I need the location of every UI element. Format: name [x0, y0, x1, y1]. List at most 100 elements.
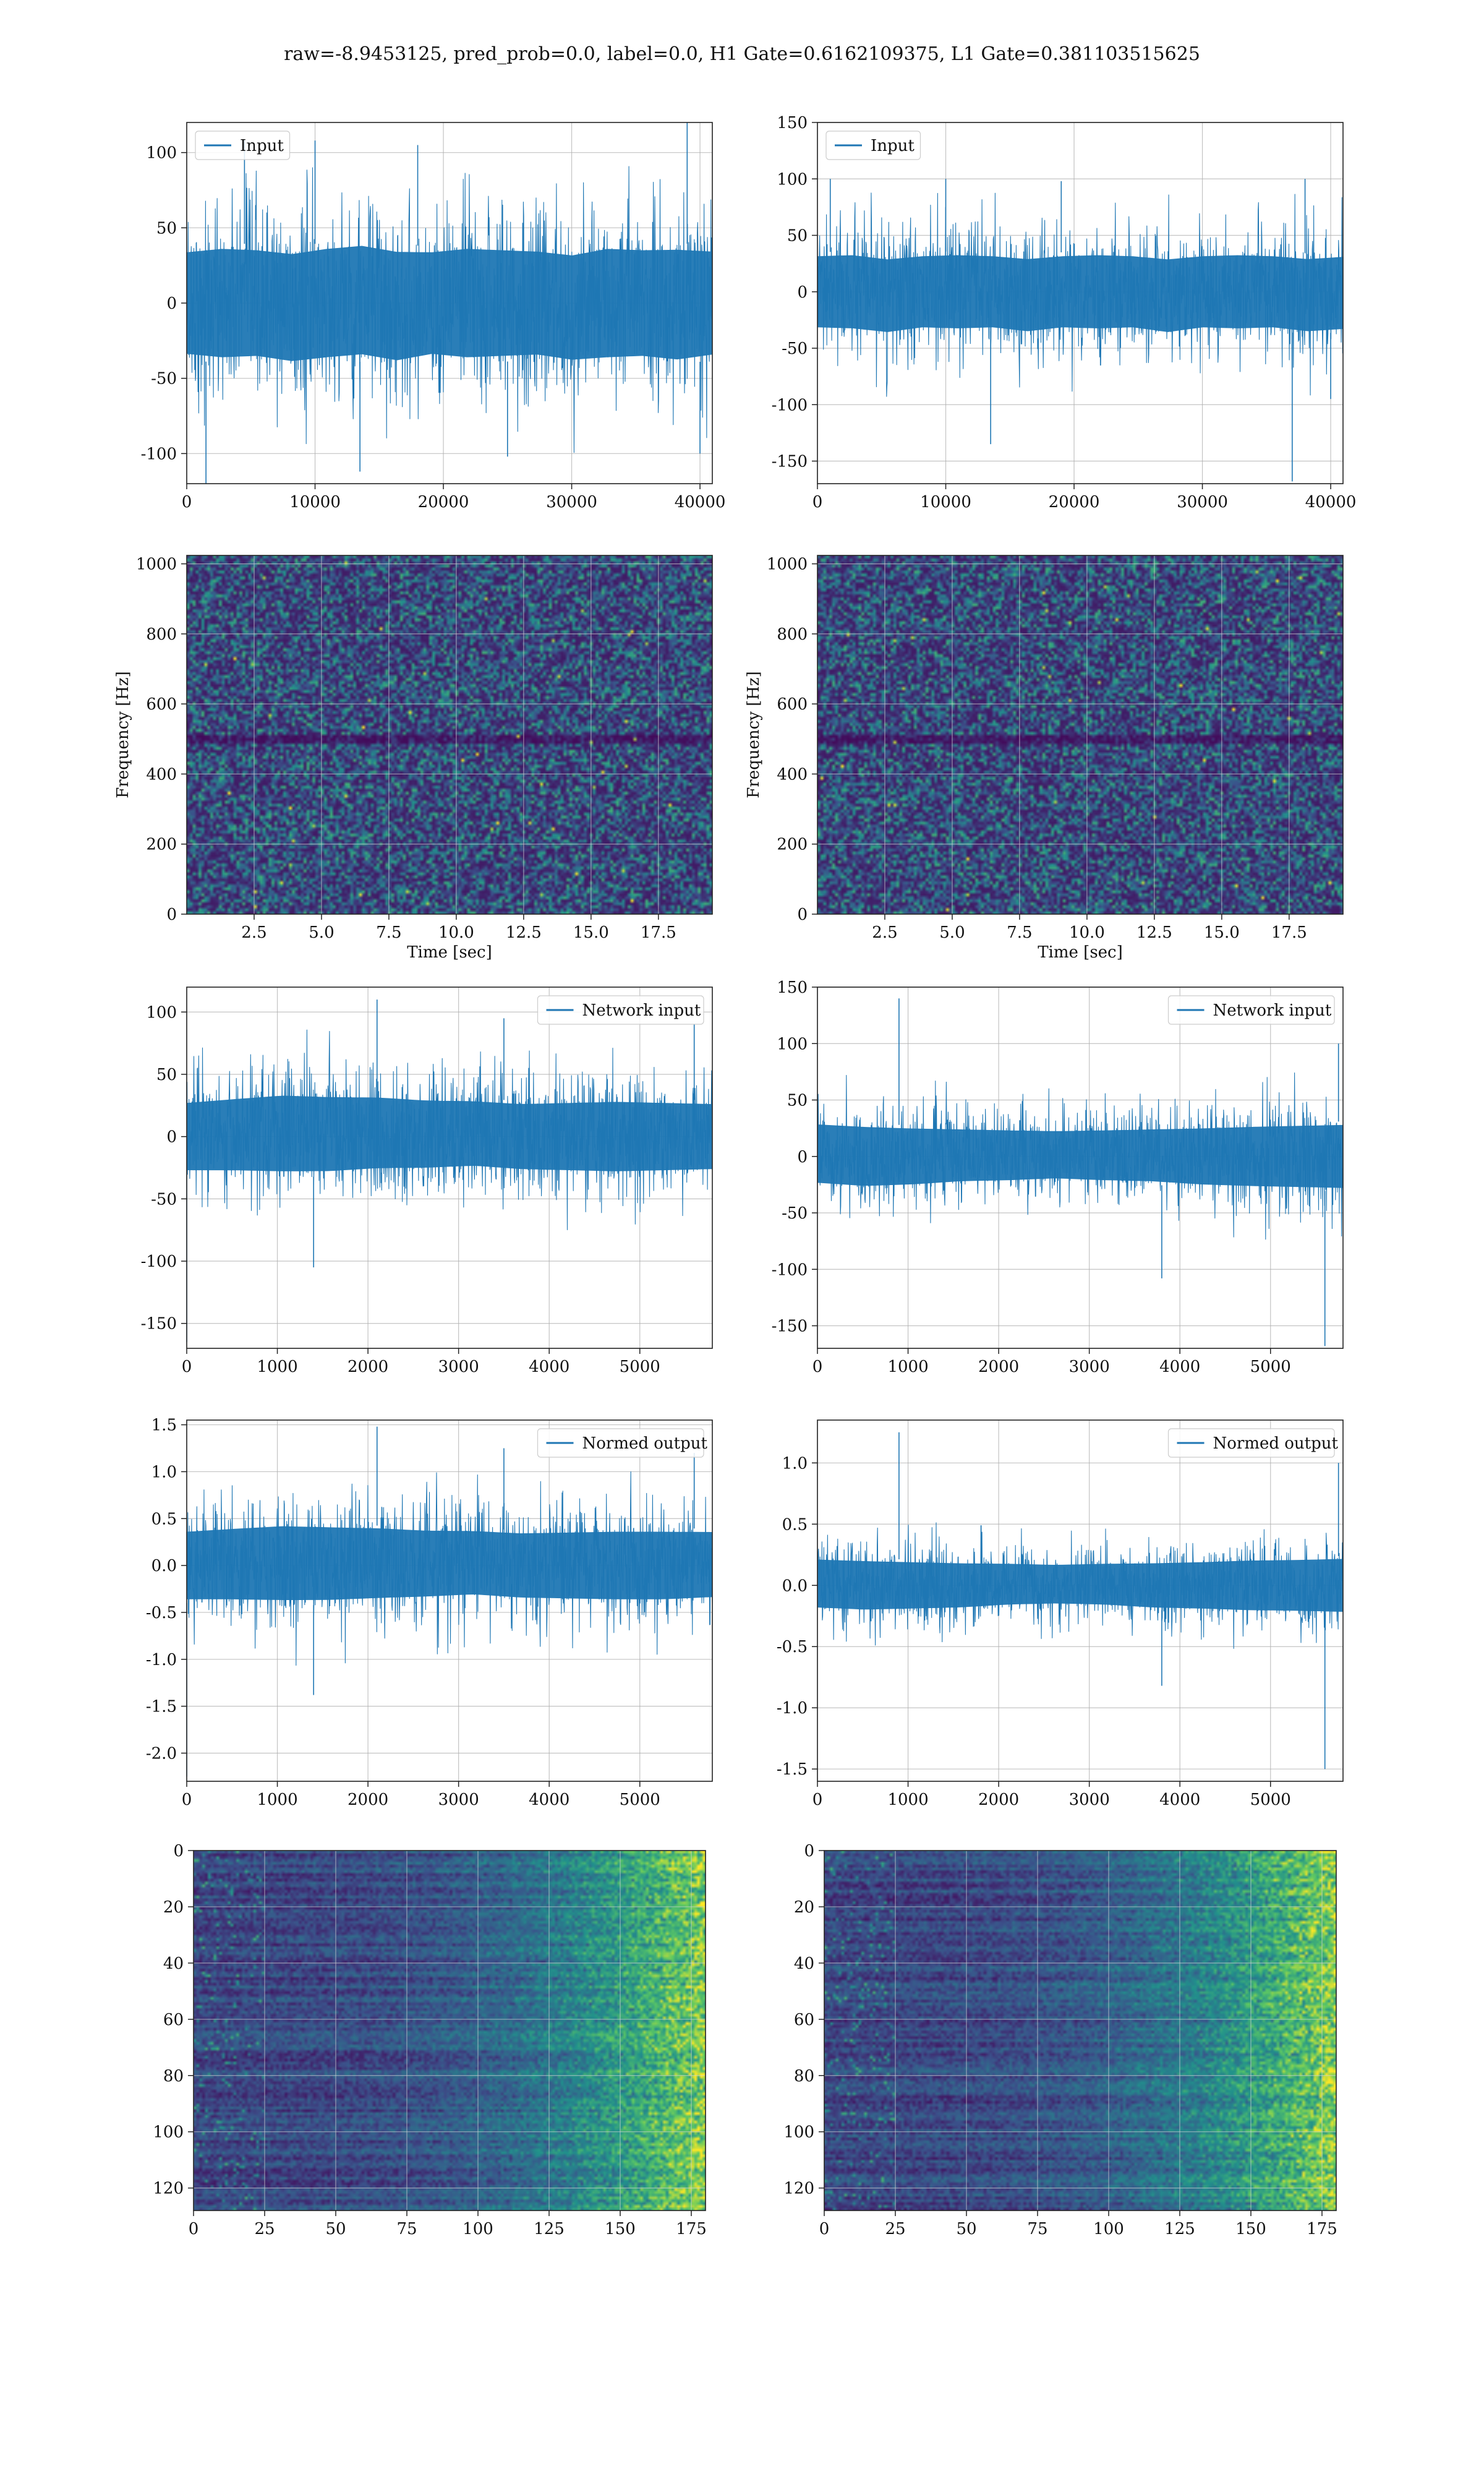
series-core: [187, 1526, 712, 1600]
y-tick-label: 1.0: [151, 1463, 177, 1481]
y-tick-label: 40: [163, 1954, 184, 1973]
y-tick-label: -100: [772, 1261, 808, 1279]
y-tick-label: -50: [782, 1204, 808, 1223]
y-tick-label: -1.0: [777, 1699, 808, 1718]
x-tick-label: 10.0: [1069, 923, 1105, 942]
y-tick-label: 0.5: [151, 1510, 177, 1528]
y-tick-label: 0: [166, 294, 177, 313]
chart-spec-h1: 2.5 5.0 7.5 10.0 12.5 15.0 17.5 0 200 400 600 800 10…: [114, 555, 713, 962]
legend: Normed output: [537, 1428, 708, 1458]
series-out-l1: [817, 1432, 1343, 1770]
x-tick-label: 3000: [1069, 1791, 1110, 1809]
x-tick-label: 1000: [257, 1791, 297, 1809]
legend-box: [537, 1428, 704, 1458]
heatmap-image: [194, 1851, 706, 2211]
legend-box: [537, 995, 704, 1025]
x-tick-label: 150: [605, 2220, 636, 2238]
x-tick-label: 40000: [1305, 493, 1357, 511]
y-tick-label: 400: [777, 765, 808, 784]
series-net-l1: [817, 998, 1343, 1346]
x-tick-label: 2000: [348, 1358, 388, 1376]
x-tick-label: 4000: [529, 1791, 569, 1809]
x-tick-label: 0: [819, 2220, 830, 2238]
x-tick-label: 2000: [348, 1791, 388, 1809]
y-tick-label: 600: [146, 695, 177, 714]
x-tick-label: 2.5: [241, 923, 267, 942]
x-tick-label: 15.0: [573, 923, 609, 942]
y-tick-label: -50: [151, 370, 177, 388]
x-tick-label: 0: [182, 1791, 192, 1809]
plot-frame: [186, 122, 713, 484]
y-tick-label: 80: [163, 2067, 184, 2086]
x-tick-label: 5000: [620, 1358, 660, 1376]
x-tick-label: 0: [812, 1791, 823, 1809]
y-tick-label: 50: [787, 1092, 808, 1110]
series-core: [817, 1559, 1343, 1612]
y-tick-label: 200: [777, 836, 808, 854]
x-tick-label: 40000: [675, 493, 726, 511]
x-tick-label: 7.5: [1007, 923, 1032, 942]
x-tick-label: 0: [189, 2220, 199, 2238]
heatmap-image: [824, 1851, 1336, 2211]
x-tick-label: 30000: [546, 493, 597, 511]
y-tick-label: 150: [777, 978, 808, 997]
y-tick-label: 120: [153, 2180, 184, 2198]
legend-box: [195, 131, 291, 160]
y-tick-label: 0: [804, 1842, 814, 1860]
legend-box: [1167, 995, 1335, 1025]
plot-frame: [193, 1850, 706, 2211]
series-net-h1: [187, 999, 712, 1342]
x-tick-label: 3000: [438, 1791, 479, 1809]
legend-label: Normed output: [1213, 1434, 1339, 1453]
y-tick-label: -100: [141, 1252, 177, 1271]
y-tick-label: -50: [151, 1190, 177, 1209]
x-tick-label: 5.0: [309, 923, 334, 942]
chart-net-l1: 0 1000 2000 3000 4000 5000 -150 -100 -50 0 50 100 15…: [772, 978, 1344, 1376]
y-tick-label: 0: [166, 905, 177, 924]
plot-frame: [817, 987, 1344, 1349]
series-input-l1: [817, 179, 1343, 482]
y-tick-label: 0.5: [782, 1515, 808, 1534]
figure-title: raw=-8.9453125, pred_prob=0.0, label=0.0…: [284, 43, 1200, 65]
x-tick-label: 1000: [257, 1358, 297, 1376]
y-tick-label: 40: [794, 1954, 814, 1973]
legend-label: Network input: [582, 1001, 701, 1020]
heatmap-image: [817, 555, 1343, 914]
x-tick-label: 75: [396, 2220, 417, 2238]
legend-box: [825, 131, 921, 160]
y-tick-label: -0.5: [146, 1604, 177, 1622]
y-tick-label: -2.0: [146, 1744, 177, 1763]
x-tick-label: 2.5: [872, 923, 897, 942]
series-core: [817, 255, 1343, 332]
y-tick-label: -50: [782, 340, 808, 358]
x-tick-label: 0: [182, 493, 192, 511]
plot-frame: [186, 987, 713, 1349]
x-tick-label: 175: [676, 2220, 707, 2238]
x-tick-label: 12.5: [1136, 923, 1172, 942]
y-tick-label: 0: [166, 1128, 177, 1147]
chart-out-h1: 0 1000 2000 3000 4000 5000 -2.0 -1.5 -1.0 -0.5 0.0…: [146, 1416, 713, 1809]
legend-label: Normed output: [582, 1434, 708, 1453]
chart-feat-l1: 0 25 50 75 100 125 150 175 0 20 40 60 80 100 120: [783, 1842, 1337, 2238]
y-tick-label: 100: [146, 144, 177, 163]
x-tick-label: 10000: [289, 493, 341, 511]
x-tick-label: 1000: [887, 1791, 928, 1809]
y-tick-label: -150: [772, 453, 808, 471]
y-tick-label: 50: [156, 219, 177, 238]
series-core: [817, 1124, 1343, 1188]
y-tick-label: 0.0: [782, 1577, 808, 1595]
y-tick-label: 800: [777, 625, 808, 644]
y-tick-label: 50: [156, 1066, 177, 1084]
chart-net-h1: 0 1000 2000 3000 4000 5000 -150 -100 -50 0 50 100 Ne…: [141, 987, 713, 1376]
legend-label: Input: [240, 137, 284, 155]
x-tick-label: 125: [534, 2220, 565, 2238]
y-tick-label: 400: [146, 765, 177, 784]
y-tick-label: 800: [146, 625, 177, 644]
y-tick-label: -1.0: [146, 1651, 177, 1669]
x-tick-label: 30000: [1177, 493, 1228, 511]
y-tick-label: 100: [777, 170, 808, 189]
y-tick-label: -150: [772, 1317, 808, 1336]
y-tick-label: -0.5: [777, 1638, 808, 1656]
x-tick-label: 50: [956, 2220, 976, 2238]
